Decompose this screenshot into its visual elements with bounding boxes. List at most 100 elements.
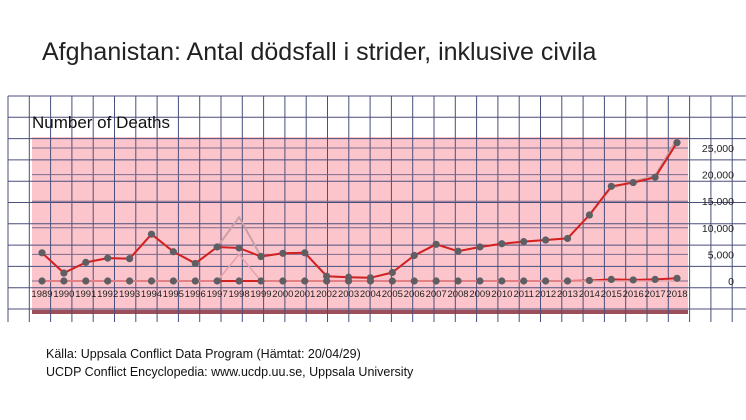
x-tick-label: 2013 xyxy=(557,289,578,300)
y-tick-label: 15,000 xyxy=(702,196,734,208)
data-point xyxy=(301,277,309,285)
data-point xyxy=(104,254,112,262)
x-tick-label: 2016 xyxy=(623,289,644,300)
data-point xyxy=(476,243,484,251)
source-line-1: Källa: Uppsala Conflict Data Program (Hä… xyxy=(46,347,361,361)
data-point xyxy=(432,240,440,248)
data-point xyxy=(542,236,550,244)
data-point xyxy=(279,277,287,285)
x-tick-label: 2007 xyxy=(426,289,447,300)
y-tick-label: 25,000 xyxy=(702,143,734,155)
x-tick-label: 1989 xyxy=(31,289,52,300)
data-point xyxy=(82,277,90,285)
x-tick-label: 2001 xyxy=(294,289,315,300)
data-point xyxy=(213,243,221,251)
data-point xyxy=(520,277,528,285)
x-tick-label: 2000 xyxy=(272,289,293,300)
x-tick-label: 2018 xyxy=(666,289,687,300)
x-tick-label: 1998 xyxy=(228,289,249,300)
data-point xyxy=(388,268,396,277)
data-point xyxy=(147,277,156,285)
x-tick-label: 2017 xyxy=(645,289,666,300)
x-tick-label: 1999 xyxy=(250,289,271,300)
data-point xyxy=(38,277,46,285)
x-tick-label: 2005 xyxy=(382,289,403,300)
data-point xyxy=(82,258,90,266)
data-point xyxy=(104,277,112,285)
data-point xyxy=(563,277,572,285)
plot-floor xyxy=(32,310,688,314)
chart-title: Number of Deaths xyxy=(32,113,170,132)
data-point xyxy=(520,238,528,246)
source-line-2: UCDP Conflict Encyclopedia: www.ucdp.uu.… xyxy=(46,365,414,379)
data-point xyxy=(585,211,594,219)
x-tick-label: 1997 xyxy=(207,289,228,300)
data-point xyxy=(410,277,418,285)
data-point xyxy=(191,259,199,268)
data-point xyxy=(432,277,440,285)
data-point xyxy=(607,275,615,284)
data-point xyxy=(147,230,156,238)
data-point xyxy=(651,275,659,284)
y-tick-label: 10,000 xyxy=(702,223,734,235)
data-point xyxy=(60,269,68,277)
data-point xyxy=(125,277,134,285)
x-tick-label: 2012 xyxy=(535,289,556,300)
x-tick-label: 2004 xyxy=(360,289,381,300)
x-tick-label: 1993 xyxy=(119,289,140,300)
data-point xyxy=(498,277,506,285)
x-tick-label: 2008 xyxy=(447,289,468,300)
x-tick-label: 2011 xyxy=(514,289,534,300)
data-point xyxy=(169,277,177,285)
data-point xyxy=(38,249,46,257)
data-point xyxy=(454,277,462,285)
data-point xyxy=(125,255,134,263)
data-point xyxy=(673,139,681,147)
x-tick-label: 2002 xyxy=(316,289,337,300)
y-tick-label: 0 xyxy=(728,276,734,288)
series-line xyxy=(42,253,677,282)
data-point xyxy=(344,277,353,285)
data-point xyxy=(257,277,265,285)
x-tick-label: 2010 xyxy=(491,289,512,300)
data-point xyxy=(629,276,637,284)
x-tick-label: 2015 xyxy=(601,289,622,300)
data-point xyxy=(651,173,659,181)
x-tick-label: 1995 xyxy=(163,289,184,300)
x-tick-label: 2003 xyxy=(338,289,359,300)
data-point xyxy=(191,277,199,285)
data-point xyxy=(629,178,637,187)
data-point xyxy=(60,277,68,285)
slide-title: Afghanistan: Antal dödsfall i strider, i… xyxy=(42,38,597,66)
data-point xyxy=(673,274,681,282)
data-point xyxy=(388,277,396,285)
data-point xyxy=(235,244,243,252)
series-line xyxy=(41,142,678,279)
data-point xyxy=(279,249,287,257)
data-point xyxy=(257,252,265,261)
data-point xyxy=(235,277,243,285)
x-tick-label: 2006 xyxy=(404,289,425,300)
x-tick-label: 2009 xyxy=(469,289,490,300)
x-tick-label: 1996 xyxy=(185,289,206,300)
x-tick-label: 1992 xyxy=(97,289,118,300)
data-point xyxy=(607,182,615,190)
data-point xyxy=(454,247,462,255)
x-tick-label: 1991 xyxy=(75,289,96,300)
data-point xyxy=(410,251,418,260)
data-point xyxy=(563,234,572,243)
data-point xyxy=(213,277,221,285)
x-tick-label: 2014 xyxy=(579,289,600,300)
data-point xyxy=(476,277,484,285)
data-point xyxy=(498,240,506,248)
x-tick-label: 1990 xyxy=(53,289,74,300)
y-tick-label: 20,000 xyxy=(702,170,734,182)
data-point xyxy=(585,276,594,285)
data-point xyxy=(169,248,177,256)
data-point xyxy=(366,277,375,285)
data-point xyxy=(323,277,331,285)
x-tick-label: 1994 xyxy=(141,289,162,300)
y-tick-label: 5,000 xyxy=(708,249,734,261)
data-point xyxy=(542,277,550,285)
